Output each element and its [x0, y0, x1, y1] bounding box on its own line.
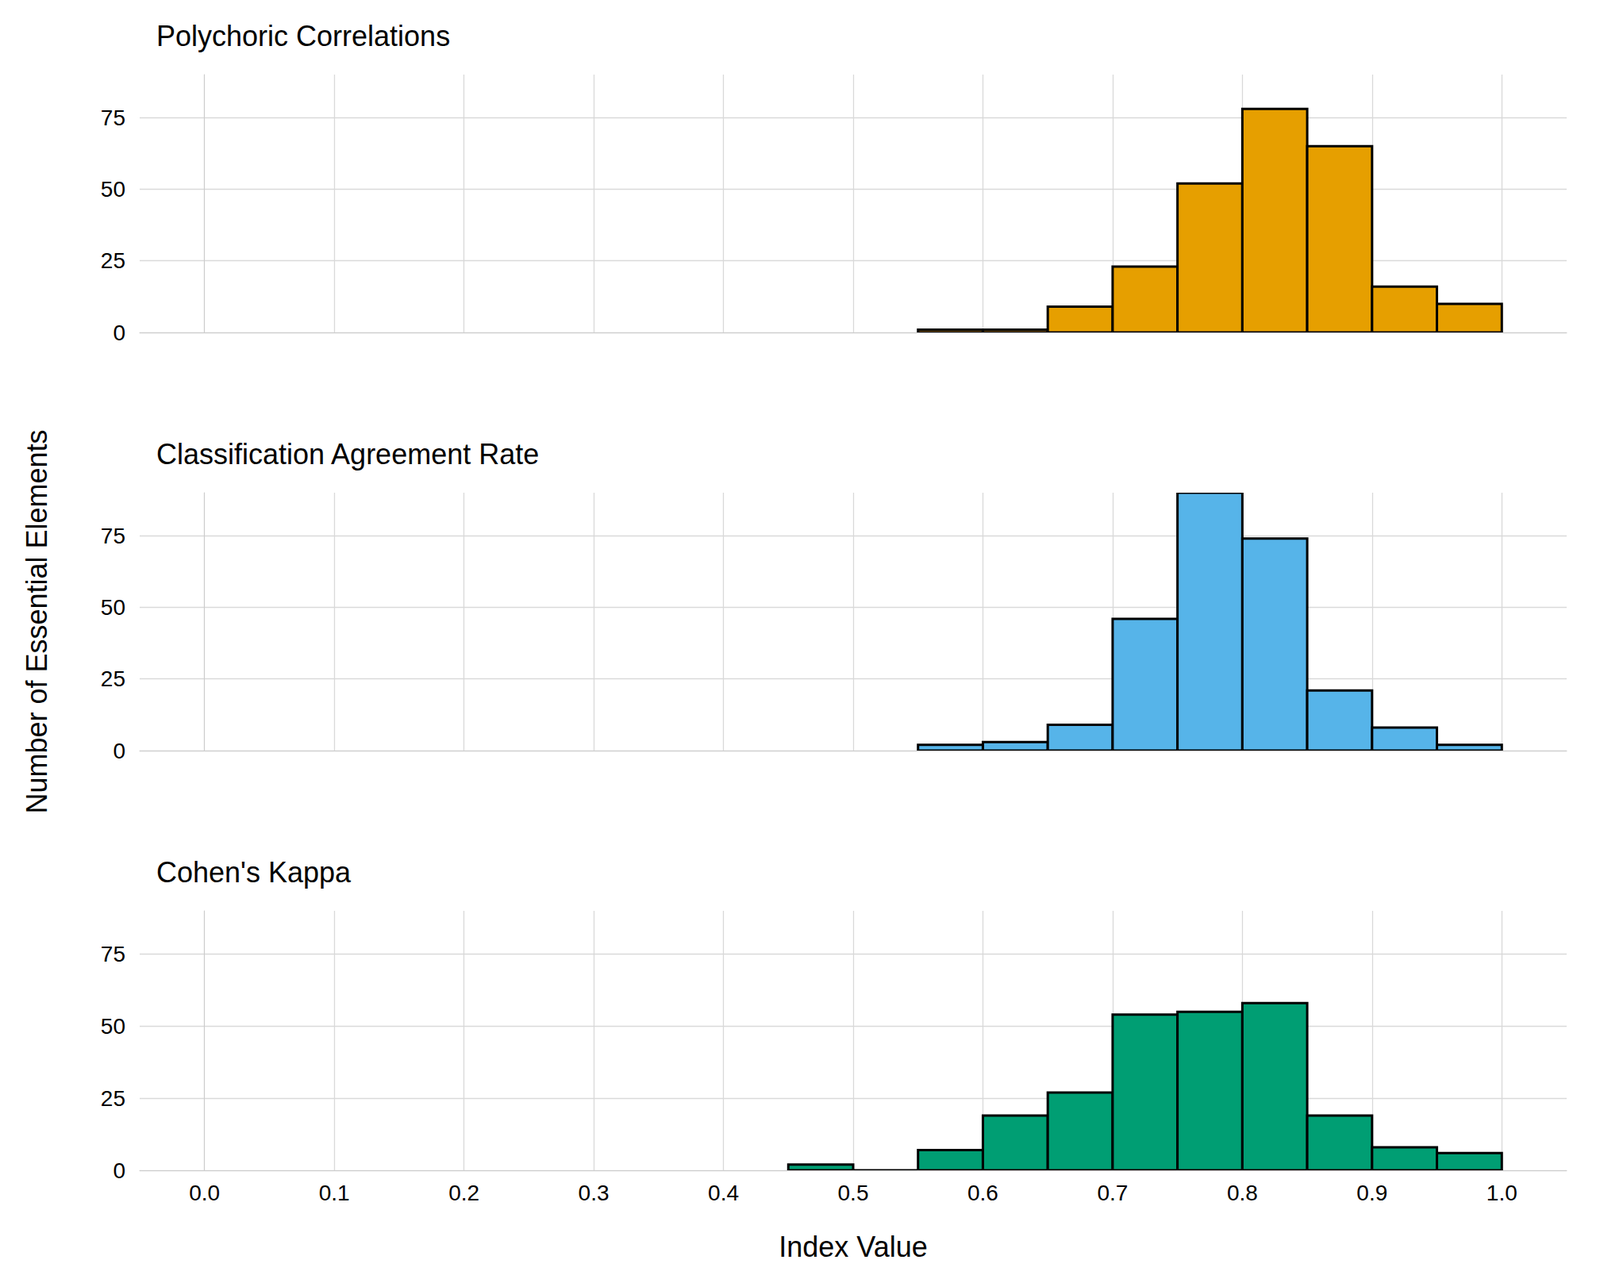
svg-text:50: 50: [100, 1014, 126, 1039]
svg-text:75: 75: [100, 942, 126, 967]
svg-text:Polychoric Correlations: Polychoric Correlations: [156, 19, 450, 53]
svg-text:0: 0: [112, 1158, 126, 1184]
svg-text:0.0: 0.0: [188, 1180, 220, 1206]
svg-text:0.2: 0.2: [448, 1180, 480, 1206]
svg-text:0.4: 0.4: [707, 1180, 739, 1206]
svg-text:0.7: 0.7: [1096, 1180, 1128, 1206]
svg-text:25: 25: [100, 1086, 126, 1112]
svg-text:50: 50: [100, 595, 126, 620]
svg-text:0.1: 0.1: [319, 1180, 350, 1206]
svg-text:1.0: 1.0: [1486, 1180, 1518, 1206]
svg-text:75: 75: [100, 105, 126, 131]
svg-text:0.8: 0.8: [1226, 1180, 1258, 1206]
svg-text:Number of Essential Elements: Number of Essential Elements: [20, 429, 54, 814]
svg-text:0: 0: [112, 320, 126, 346]
svg-text:50: 50: [100, 176, 126, 202]
svg-text:25: 25: [100, 248, 126, 274]
svg-text:0.9: 0.9: [1356, 1180, 1388, 1206]
svg-text:75: 75: [100, 523, 126, 549]
svg-text:Classification Agreement Rate: Classification Agreement Rate: [156, 438, 539, 471]
svg-text:25: 25: [100, 666, 126, 692]
svg-text:Cohen's Kappa: Cohen's Kappa: [156, 856, 352, 889]
svg-text:0: 0: [112, 738, 126, 764]
svg-text:0.3: 0.3: [578, 1180, 610, 1206]
svg-text:0.5: 0.5: [838, 1180, 870, 1206]
svg-text:0.6: 0.6: [967, 1180, 999, 1206]
svg-text:Index Value: Index Value: [778, 1230, 927, 1264]
